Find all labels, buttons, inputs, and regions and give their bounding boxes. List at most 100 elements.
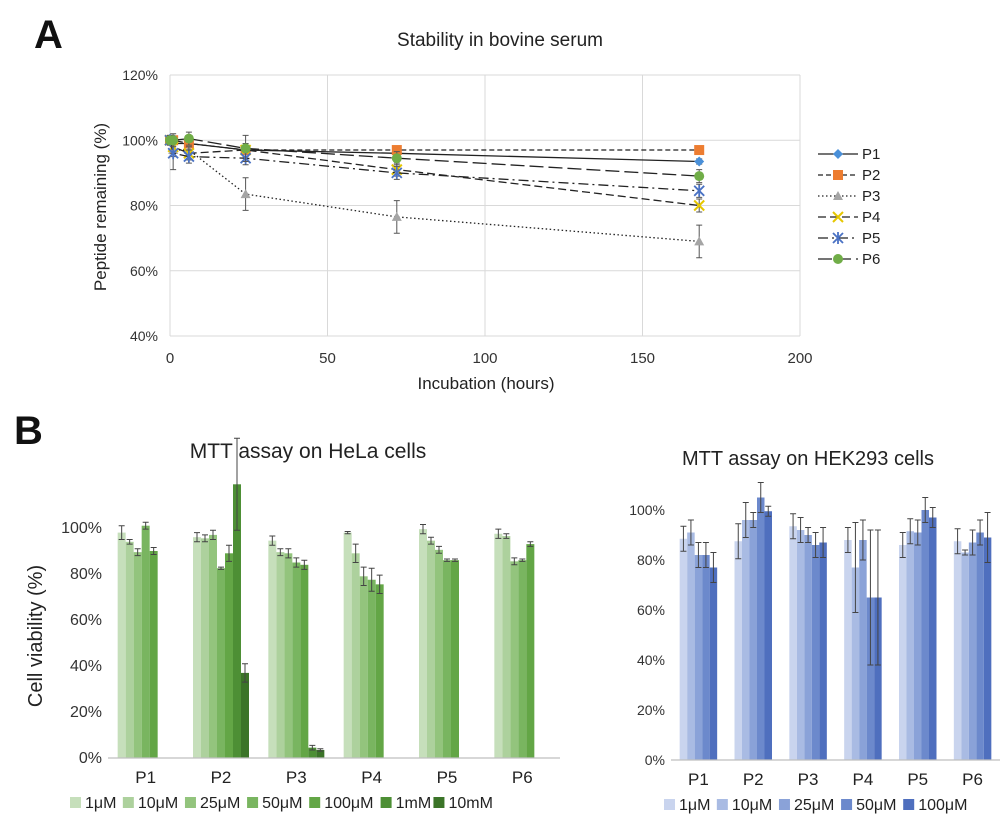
chart-a-gridlines bbox=[169, 74, 801, 337]
error-bar bbox=[710, 552, 717, 583]
bar-group-p4 bbox=[343, 530, 384, 758]
data-point bbox=[240, 143, 251, 154]
error-bar bbox=[142, 521, 149, 530]
error-bar bbox=[317, 748, 324, 752]
error-bar bbox=[428, 536, 434, 545]
panel-label-a: A bbox=[34, 13, 63, 57]
bar bbox=[749, 520, 757, 760]
error-bar bbox=[874, 529, 881, 666]
error-bar bbox=[954, 528, 961, 555]
y-tick-label: 40% bbox=[130, 328, 158, 344]
error-bar bbox=[687, 519, 694, 546]
data-point bbox=[240, 189, 251, 199]
y-tick-label: 80% bbox=[637, 552, 665, 568]
chart-a-x-ticks: 0 50 100 150 200 bbox=[166, 350, 813, 367]
x-tick-label: P2 bbox=[743, 770, 764, 789]
error-bar bbox=[242, 663, 248, 683]
error-bar bbox=[914, 519, 921, 546]
error-bar bbox=[495, 528, 502, 539]
x-tick-label: P6 bbox=[512, 768, 533, 787]
legend-label: P1 bbox=[862, 146, 880, 163]
bar bbox=[906, 531, 914, 760]
error-bar bbox=[194, 532, 200, 543]
error-bar bbox=[420, 524, 426, 535]
legend-label: 1μM bbox=[679, 797, 710, 814]
legend-swatch bbox=[70, 797, 81, 808]
y-tick-label: 60% bbox=[130, 263, 158, 279]
bar bbox=[796, 530, 805, 760]
legend-marker bbox=[833, 191, 843, 200]
bar-group-p6 bbox=[953, 512, 992, 760]
x-tick-label: P1 bbox=[688, 770, 709, 789]
bar bbox=[419, 529, 427, 758]
bar bbox=[874, 597, 882, 760]
bar-group-p2 bbox=[734, 482, 772, 760]
y-tick-label: 40% bbox=[70, 658, 102, 675]
legend-label: 100μM bbox=[324, 795, 373, 812]
error-bar bbox=[797, 517, 804, 543]
data-point bbox=[693, 199, 705, 212]
legend-label: 10μM bbox=[138, 795, 178, 812]
legend-swatch bbox=[122, 797, 134, 808]
legend-item: 50μM bbox=[247, 795, 302, 812]
legend-label: P2 bbox=[862, 167, 880, 184]
legend-swatch bbox=[247, 797, 259, 808]
error-bar bbox=[285, 548, 292, 559]
legend-item-p1: P1 bbox=[818, 146, 880, 163]
bar bbox=[343, 532, 352, 758]
legend-swatch bbox=[841, 799, 853, 810]
legend-item-p6: P6 bbox=[818, 251, 880, 268]
bar-group-p6 bbox=[494, 528, 535, 758]
x-tick-label: 150 bbox=[630, 350, 655, 367]
legend-swatch bbox=[184, 797, 196, 808]
bar bbox=[734, 541, 742, 760]
bar bbox=[694, 555, 703, 760]
legend-label: 10μM bbox=[732, 797, 772, 814]
y-tick-label: 80% bbox=[130, 198, 158, 214]
chart-hela-title: MTT assay on HeLa cells bbox=[190, 440, 427, 463]
bar bbox=[921, 510, 929, 760]
chart-a-y-ticks: 40% 60% 80% 100% 120% bbox=[122, 67, 158, 344]
error-bar bbox=[844, 527, 851, 553]
error-bar bbox=[277, 548, 284, 557]
error-bar bbox=[444, 558, 450, 562]
x-tick-label: P3 bbox=[286, 768, 307, 787]
bar bbox=[679, 538, 688, 760]
error-bar bbox=[977, 519, 984, 546]
x-tick-label: 200 bbox=[787, 350, 812, 367]
error-bar bbox=[218, 566, 224, 570]
data-point bbox=[391, 211, 402, 221]
bar bbox=[149, 551, 158, 758]
x-tick-label: 0 bbox=[166, 350, 174, 367]
error-bar bbox=[452, 558, 458, 562]
error-bar bbox=[293, 557, 300, 568]
chart-hela-y-ticks: 0% 20% 40% 60% 80% 100% bbox=[61, 520, 102, 767]
error-bar bbox=[234, 437, 240, 531]
bar bbox=[709, 567, 718, 760]
bar bbox=[789, 526, 797, 760]
legend-item: 10μM bbox=[122, 795, 178, 812]
error-bar bbox=[202, 534, 208, 543]
bar-group-p2 bbox=[193, 437, 249, 758]
error-bar bbox=[352, 543, 359, 563]
bar-group-p4 bbox=[844, 519, 882, 760]
series-p6 bbox=[165, 131, 705, 184]
legend-label: 1μM bbox=[85, 795, 116, 812]
legend-label: P6 bbox=[862, 251, 880, 268]
legend-item-p5: P5 bbox=[818, 230, 880, 247]
x-tick-label: P4 bbox=[361, 768, 382, 787]
legend-item: 1μM bbox=[664, 797, 710, 814]
legend-swatch bbox=[778, 799, 790, 810]
bar bbox=[819, 542, 827, 760]
error-bar bbox=[969, 529, 976, 556]
series-line bbox=[170, 137, 700, 177]
bar bbox=[125, 541, 134, 758]
y-tick-label: 20% bbox=[70, 704, 102, 721]
error-bar bbox=[118, 525, 125, 540]
legend-label: P5 bbox=[862, 230, 880, 247]
bar bbox=[201, 538, 209, 758]
chart-a-title: Stability in bovine serum bbox=[397, 30, 603, 51]
bar bbox=[518, 560, 527, 758]
chart-hek293-title: MTT assay on HEK293 cells bbox=[682, 448, 934, 470]
